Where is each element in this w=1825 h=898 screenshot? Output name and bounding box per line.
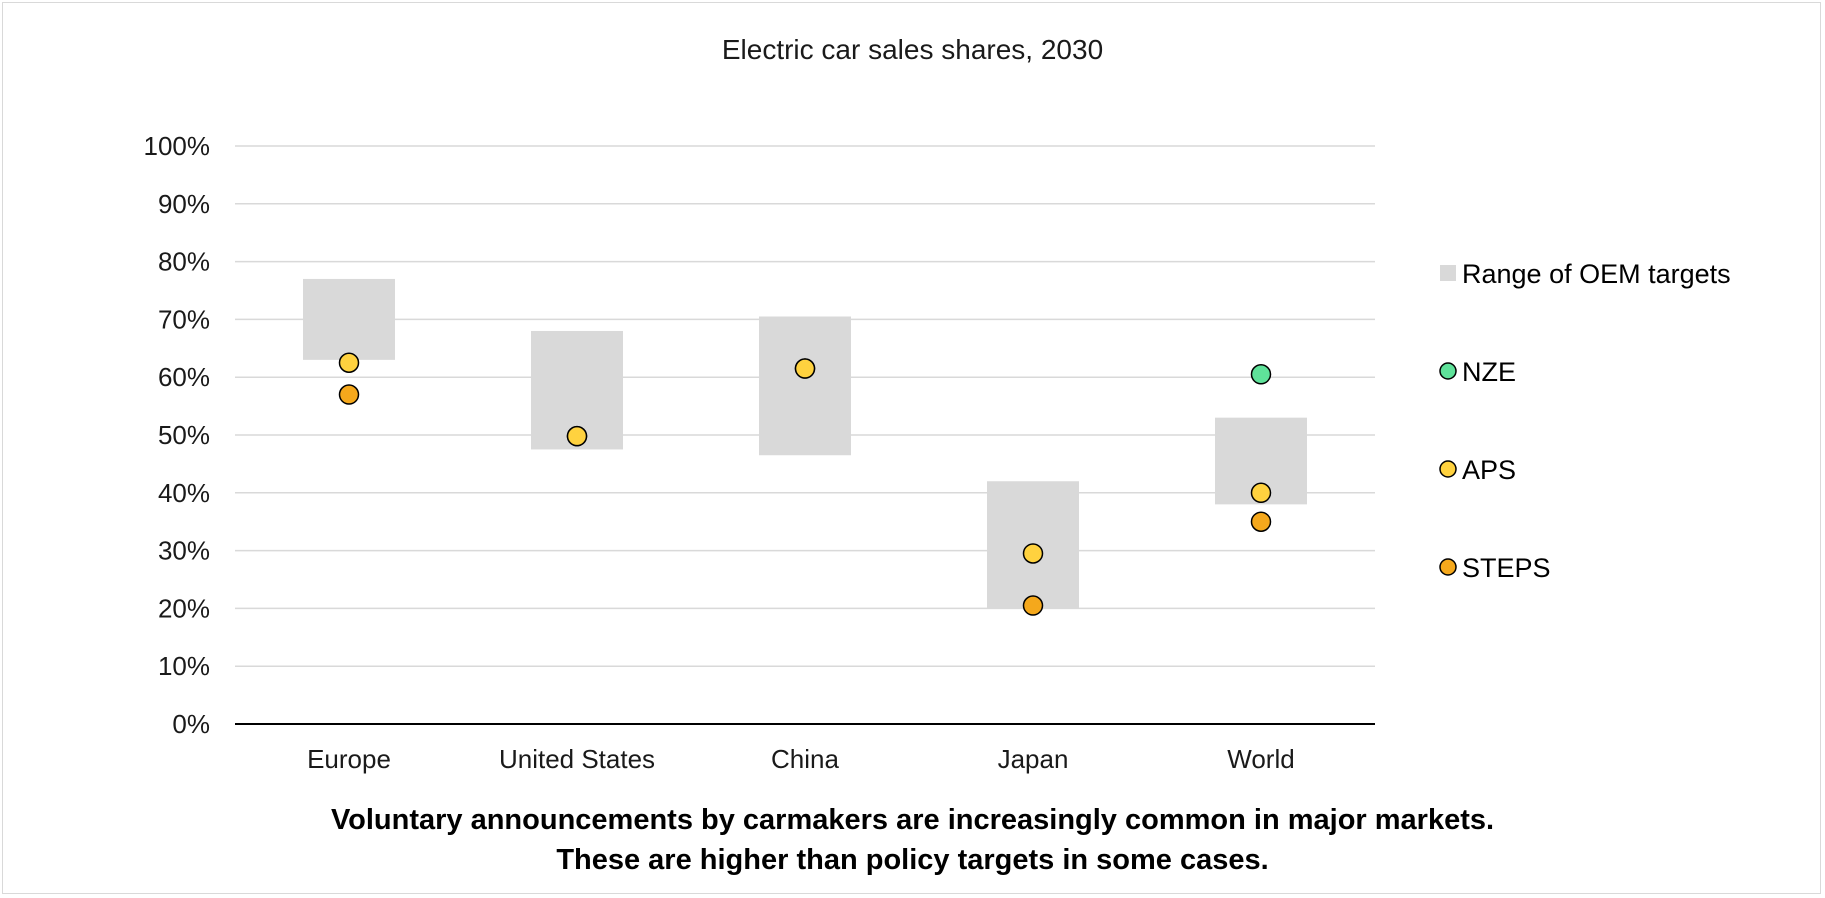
y-tick-label: 10% bbox=[158, 651, 210, 681]
range-bar bbox=[303, 278, 395, 360]
y-tick-label: 100% bbox=[144, 131, 211, 161]
x-tick-label: United States bbox=[499, 744, 655, 774]
x-tick-label: World bbox=[1227, 744, 1294, 774]
x-tick-label: Japan bbox=[998, 744, 1069, 774]
legend: Range of OEM targets NZE APS STEPS bbox=[1439, 259, 1731, 583]
y-tick-label: 90% bbox=[158, 189, 210, 219]
y-tick-label: 40% bbox=[158, 478, 210, 508]
x-axis-ticks: Europe United States China Japan World bbox=[307, 744, 1295, 774]
legend-marker bbox=[1439, 460, 1457, 478]
legend-swatch bbox=[1440, 265, 1456, 281]
data-point-aps bbox=[338, 352, 360, 373]
legend-marker bbox=[1439, 362, 1457, 380]
y-tick-label: 20% bbox=[158, 593, 210, 623]
data-point-aps bbox=[566, 425, 588, 447]
legend-label: Range of OEM targets bbox=[1462, 259, 1731, 289]
data-point-aps bbox=[1022, 543, 1044, 564]
legend-label: STEPS bbox=[1462, 553, 1551, 583]
data-points bbox=[338, 352, 1272, 616]
data-point-steps bbox=[1022, 595, 1044, 616]
legend-label: APS bbox=[1462, 455, 1516, 485]
x-tick-label: China bbox=[771, 744, 839, 774]
y-tick-label: 80% bbox=[158, 247, 210, 277]
y-tick-label: 60% bbox=[158, 362, 210, 392]
legend-label: NZE bbox=[1462, 357, 1516, 387]
y-tick-label: 30% bbox=[158, 536, 210, 566]
range-bar bbox=[759, 316, 851, 456]
caption-line-1: Voluntary announcements by carmakers are… bbox=[330, 804, 1495, 836]
y-tick-label: 70% bbox=[158, 304, 210, 334]
data-point-steps bbox=[338, 384, 360, 405]
y-axis-ticks: 0% 10% 20% 30% 40% 50% 60% 70% 80% 90% 100% bbox=[144, 131, 211, 739]
data-point-aps bbox=[794, 358, 816, 379]
data-point-steps bbox=[1250, 511, 1272, 532]
range-bars bbox=[303, 278, 1307, 609]
caption-line-2: These are higher than policy targets in … bbox=[556, 844, 1269, 876]
data-point-aps bbox=[1250, 482, 1272, 504]
legend-marker bbox=[1439, 558, 1457, 576]
data-point-nze bbox=[1250, 364, 1272, 385]
y-tick-label: 0% bbox=[172, 709, 210, 739]
x-tick-label: Europe bbox=[307, 744, 391, 774]
chart-caption: Voluntary announcements by carmakers are… bbox=[0, 800, 1825, 880]
y-tick-label: 50% bbox=[158, 420, 210, 450]
chart-title: Electric car sales shares, 2030 bbox=[721, 34, 1104, 65]
